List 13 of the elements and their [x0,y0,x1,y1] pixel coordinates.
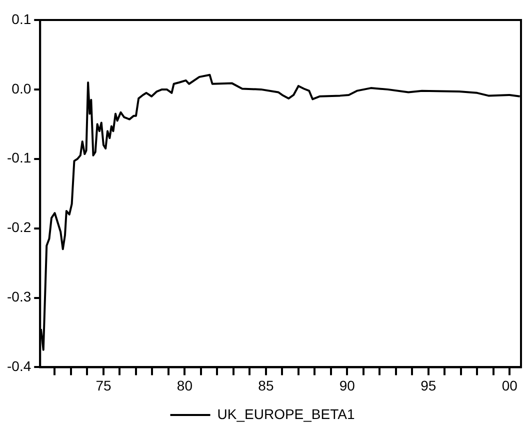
y-tick-label: -0.2 [7,219,32,236]
legend-label: UK_EUROPE_BETA1 [217,406,355,422]
x-tick-label: 75 [96,377,112,394]
x-tick-label: 85 [258,377,274,394]
y-tick-label: 0.0 [12,80,32,96]
x-tick-label: 00 [502,377,518,394]
y-tick-label: -0.3 [7,288,32,305]
y-tick-label: -0.4 [7,358,32,374]
y-tick-label: -0.1 [7,150,32,166]
x-tick-label: 95 [420,377,436,394]
x-tick-label: 90 [339,377,356,394]
y-tick-label: 0.1 [12,10,32,27]
x-tick-label: 80 [176,377,193,394]
